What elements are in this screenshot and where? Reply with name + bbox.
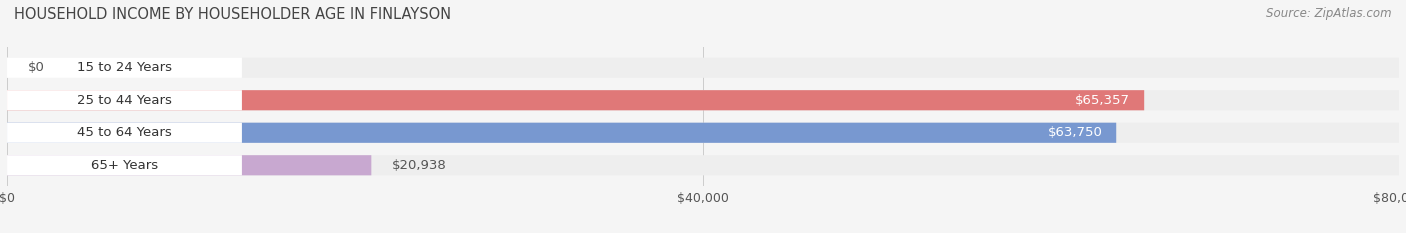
- FancyBboxPatch shape: [7, 90, 1399, 110]
- FancyBboxPatch shape: [7, 90, 242, 110]
- FancyBboxPatch shape: [7, 123, 1399, 143]
- FancyBboxPatch shape: [7, 90, 1144, 110]
- FancyBboxPatch shape: [7, 155, 371, 175]
- FancyBboxPatch shape: [7, 58, 1399, 78]
- Text: 15 to 24 Years: 15 to 24 Years: [77, 61, 172, 74]
- FancyBboxPatch shape: [7, 123, 1116, 143]
- FancyBboxPatch shape: [7, 155, 242, 175]
- Text: 45 to 64 Years: 45 to 64 Years: [77, 126, 172, 139]
- Text: $0: $0: [28, 61, 45, 74]
- Text: $63,750: $63,750: [1047, 126, 1102, 139]
- Text: $65,357: $65,357: [1076, 94, 1130, 107]
- Text: HOUSEHOLD INCOME BY HOUSEHOLDER AGE IN FINLAYSON: HOUSEHOLD INCOME BY HOUSEHOLDER AGE IN F…: [14, 7, 451, 22]
- FancyBboxPatch shape: [7, 58, 242, 78]
- FancyBboxPatch shape: [7, 155, 1399, 175]
- Text: 25 to 44 Years: 25 to 44 Years: [77, 94, 172, 107]
- FancyBboxPatch shape: [7, 123, 242, 143]
- Text: 65+ Years: 65+ Years: [91, 159, 157, 172]
- Text: Source: ZipAtlas.com: Source: ZipAtlas.com: [1267, 7, 1392, 20]
- Text: $20,938: $20,938: [392, 159, 447, 172]
